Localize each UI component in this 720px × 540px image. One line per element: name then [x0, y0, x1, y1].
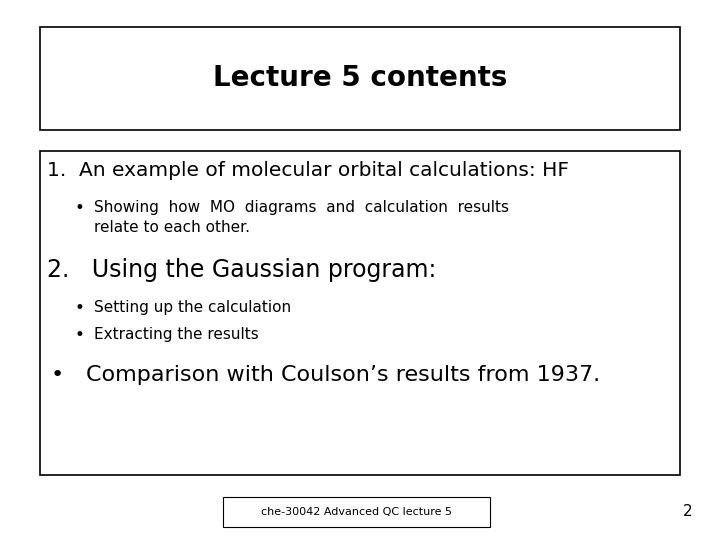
Text: Showing  how  MO  diagrams  and  calculation  results: Showing how MO diagrams and calculation … [94, 200, 508, 215]
Text: •: • [74, 299, 84, 317]
Text: Lecture 5 contents: Lecture 5 contents [213, 64, 507, 92]
Text: che-30042 Advanced QC lecture 5: che-30042 Advanced QC lecture 5 [261, 507, 452, 517]
Bar [223, 497, 490, 526]
Text: relate to each other.: relate to each other. [94, 220, 250, 235]
Text: 2.   Using the Gaussian program:: 2. Using the Gaussian program: [47, 258, 436, 282]
Bar [40, 27, 680, 130]
Text: •: • [74, 326, 84, 344]
Text: Comparison with Coulson’s results from 1937.: Comparison with Coulson’s results from 1… [86, 365, 600, 386]
Text: 1.  An example of molecular orbital calculations: HF: 1. An example of molecular orbital calcu… [47, 160, 569, 180]
Text: Setting up the calculation: Setting up the calculation [94, 300, 291, 315]
Text: •: • [51, 365, 64, 386]
Bar [40, 151, 680, 475]
Text: 2: 2 [683, 504, 693, 519]
Text: Extracting the results: Extracting the results [94, 327, 258, 342]
Text: •: • [74, 199, 84, 217]
